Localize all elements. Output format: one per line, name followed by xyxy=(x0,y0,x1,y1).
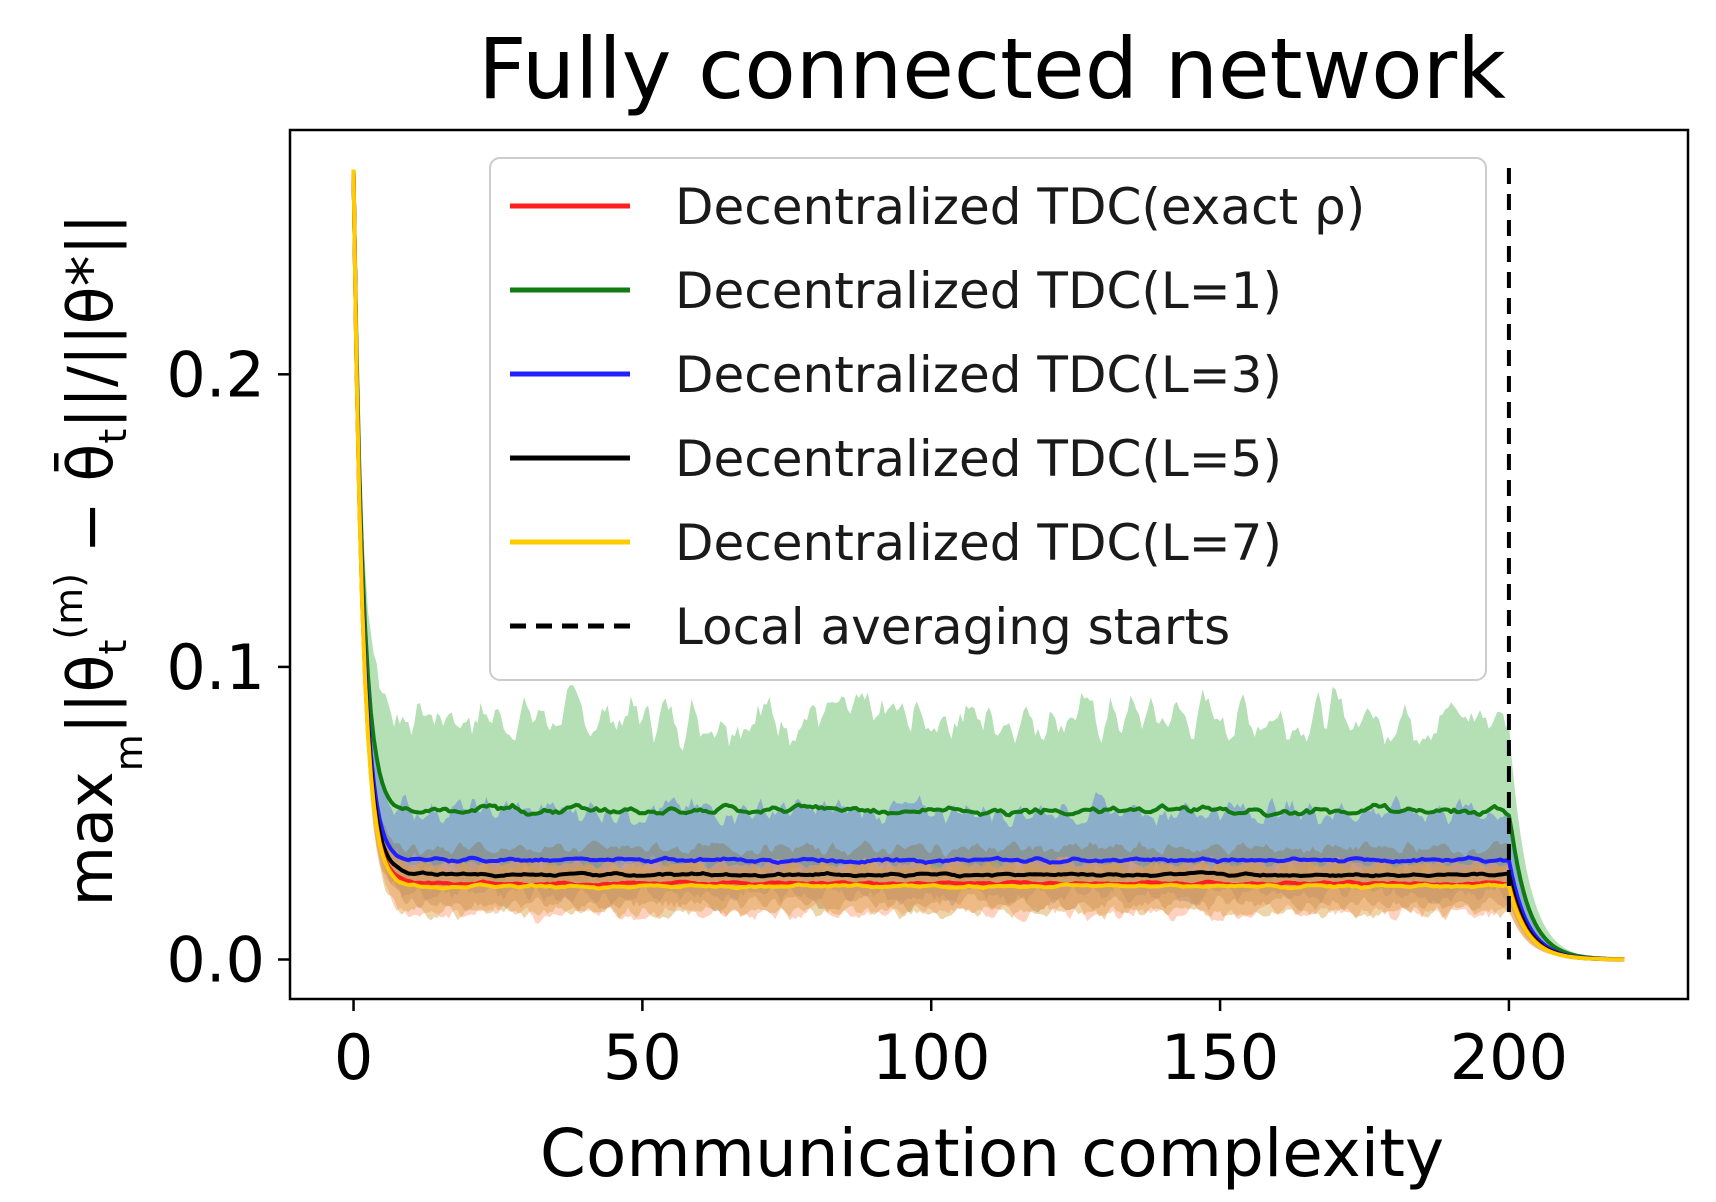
x-tick-label: 0 xyxy=(334,1021,373,1094)
y-axis-label: maxm||θt(m) − θ̄t||/||θ*|| xyxy=(47,214,151,907)
chart-title: Fully connected network xyxy=(478,20,1506,118)
series-line-1 xyxy=(351,169,1625,962)
plot-frame xyxy=(288,128,1690,1001)
legend-label: Decentralized TDC(L=5) xyxy=(675,430,1282,488)
x-tick-label: 100 xyxy=(872,1021,990,1094)
legend-label: Decentralized TDC(L=1) xyxy=(675,262,1282,320)
y-tick-label: 0.1 xyxy=(166,631,265,704)
x-tick-label: 50 xyxy=(603,1021,682,1094)
legend-label: Decentralized TDC(L=7) xyxy=(675,514,1282,572)
legend-label: Decentralized TDC(exact ρ) xyxy=(675,178,1365,236)
x-tick-label: 150 xyxy=(1161,1021,1279,1094)
y-axis: 0.0 0.1 0.2 xyxy=(166,338,290,997)
series-line-2 xyxy=(351,169,1625,962)
series-line-0 xyxy=(351,169,1625,962)
legend-box xyxy=(489,157,1487,681)
y-tick-label: 0.0 xyxy=(166,924,265,997)
x-axis-label: Communication complexity xyxy=(540,1115,1444,1192)
band-1 xyxy=(353,169,1625,960)
x-tick-label: 200 xyxy=(1450,1021,1568,1094)
series-lines xyxy=(351,169,1625,962)
y-tick-label: 0.2 xyxy=(166,338,265,411)
legend-label: Local averaging starts xyxy=(675,598,1230,656)
legend-label: Decentralized TDC(L=3) xyxy=(675,346,1282,404)
series-line-4 xyxy=(351,169,1625,962)
svg-text:maxm||θt(m) − θ̄t||/||θ*||: maxm||θt(m) − θ̄t||/||θ*|| xyxy=(47,214,151,907)
series-line-3 xyxy=(351,169,1625,962)
legend: Decentralized TDC(exact ρ) Decentralized … xyxy=(489,157,1487,681)
x-axis: 0 50 100 150 200 xyxy=(334,999,1568,1094)
